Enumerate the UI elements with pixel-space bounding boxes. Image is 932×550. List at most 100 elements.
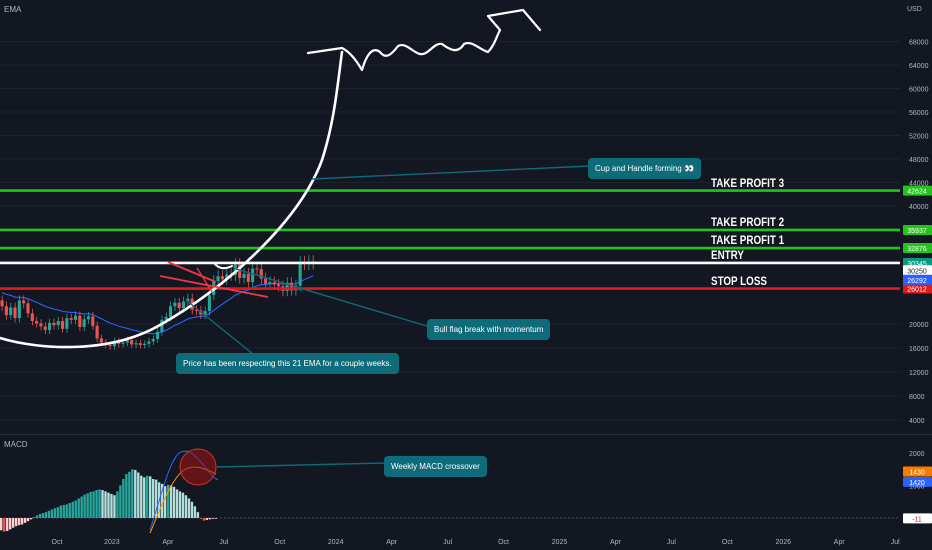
candle-body (17, 300, 21, 319)
macd-bar (47, 510, 51, 518)
price-tick-label: 64000 (909, 63, 929, 70)
candle-body (22, 300, 26, 304)
macd-bar (107, 492, 110, 518)
candle (151, 335, 155, 345)
annotation-ema-respect[interactable]: Price has been respecting this 21 EMA fo… (176, 353, 399, 374)
candle (4, 301, 8, 320)
annotation-macd-crossover[interactable]: Weekly MACD crossover (384, 456, 487, 477)
time-tick-label: Jul (443, 539, 452, 546)
macd-bar (211, 518, 214, 519)
candle (30, 308, 34, 326)
macd-bar (119, 485, 122, 518)
price-tick-label: 12000 (909, 370, 929, 377)
candle (95, 321, 99, 343)
macd-bar (77, 498, 80, 518)
candle-body (272, 282, 276, 285)
projection-scribble (306, 8, 542, 72)
handle-curve (213, 262, 233, 270)
candle (13, 302, 17, 323)
candle-body (268, 282, 272, 284)
candle-body (56, 321, 60, 326)
candle-body (112, 341, 116, 347)
candle-body (216, 276, 220, 281)
macd-bar (17, 518, 21, 526)
level-price-tag-text: 32876 (907, 246, 927, 253)
candle (39, 319, 43, 331)
candle (259, 263, 263, 285)
candle (298, 255, 302, 292)
candle (173, 297, 177, 312)
candle (134, 339, 138, 348)
candle-body (73, 315, 78, 320)
candle-body (255, 268, 259, 270)
macd-tick-label: 1000 (909, 484, 925, 491)
time-tick-label: Apr (162, 539, 174, 546)
candle-body (130, 340, 134, 345)
time-tick-label: Apr (386, 539, 398, 546)
time-axis[interactable]: Oct 2023 Apr Jul Oct 2024 Apr Jul Oct 2025 Apr Jul O… (52, 539, 901, 546)
macd-bar (2, 518, 6, 532)
candle-body (207, 295, 211, 312)
annotation-bull-flag[interactable]: Bull flag break with momentum (427, 319, 551, 340)
level-label-stop-loss: STOP LOSS (711, 273, 767, 288)
macd-bar (160, 483, 164, 518)
macd-bar (38, 514, 42, 518)
macd-bar (65, 504, 68, 518)
macd-bar (214, 518, 217, 519)
macd-value-tag-text: 1420 (909, 480, 925, 487)
macd-bar (32, 517, 36, 518)
time-tick-label: Jul (891, 539, 900, 546)
macd-bar (20, 518, 24, 525)
candle-body (60, 321, 65, 329)
level-price-tag-text: 42624 (907, 189, 927, 196)
price-axis[interactable]: 68000 64000 60000 56000 52000 48000 44000 40000… (909, 40, 929, 491)
price-tag-text: 26292 (907, 278, 927, 285)
candle-body (194, 309, 198, 311)
price-tick-label: 60000 (909, 87, 929, 94)
macd-bar (14, 518, 18, 527)
macd-bar (98, 489, 101, 518)
time-tick-label: Apr (610, 539, 622, 546)
time-tick-label: Oct (498, 539, 509, 546)
price-tick-label: 52000 (909, 134, 929, 141)
macd-bar (53, 508, 57, 518)
macd-histogram: 1430 1420 -11 (0, 448, 932, 534)
macd-bar (113, 495, 116, 518)
macd-bar (205, 518, 209, 520)
macd-bar (190, 501, 194, 518)
candle-body (147, 341, 151, 344)
time-tick-label: 2026 (776, 539, 792, 546)
time-tick-label: 2025 (552, 539, 568, 546)
candle-body (48, 322, 52, 330)
macd-value-tag (903, 476, 932, 487)
macd-bar (29, 518, 33, 520)
macd-bar (26, 518, 30, 522)
macd-bar (50, 509, 54, 518)
candle (143, 340, 147, 349)
macd-bar (178, 491, 182, 518)
macd-bar (202, 518, 206, 521)
candle-body (35, 321, 39, 324)
time-tick-label: 2023 (104, 539, 120, 546)
macd-bar (149, 476, 152, 518)
annotation-cup-handle[interactable]: Cup and Handle forming 👀 (588, 158, 701, 179)
candle-body (95, 325, 99, 339)
macd-value-tag (903, 513, 932, 524)
flag-pole (196, 267, 213, 293)
macd-bar (35, 515, 39, 518)
candle-body (259, 269, 263, 279)
level-price-tag-text: 35937 (907, 228, 927, 235)
macd-bar (175, 489, 179, 518)
macd-bar (11, 518, 15, 528)
currency-label: USD (907, 6, 922, 13)
flag-upper (167, 261, 217, 283)
candle-body (298, 262, 302, 286)
candle-body (156, 331, 160, 339)
candle-body (26, 303, 30, 314)
macd-bar (86, 493, 89, 518)
macd-pane-title: MACD (4, 440, 28, 449)
macd-bar (146, 475, 149, 518)
level-price-tag (903, 283, 932, 294)
macd-tick-label: 2000 (909, 451, 925, 458)
